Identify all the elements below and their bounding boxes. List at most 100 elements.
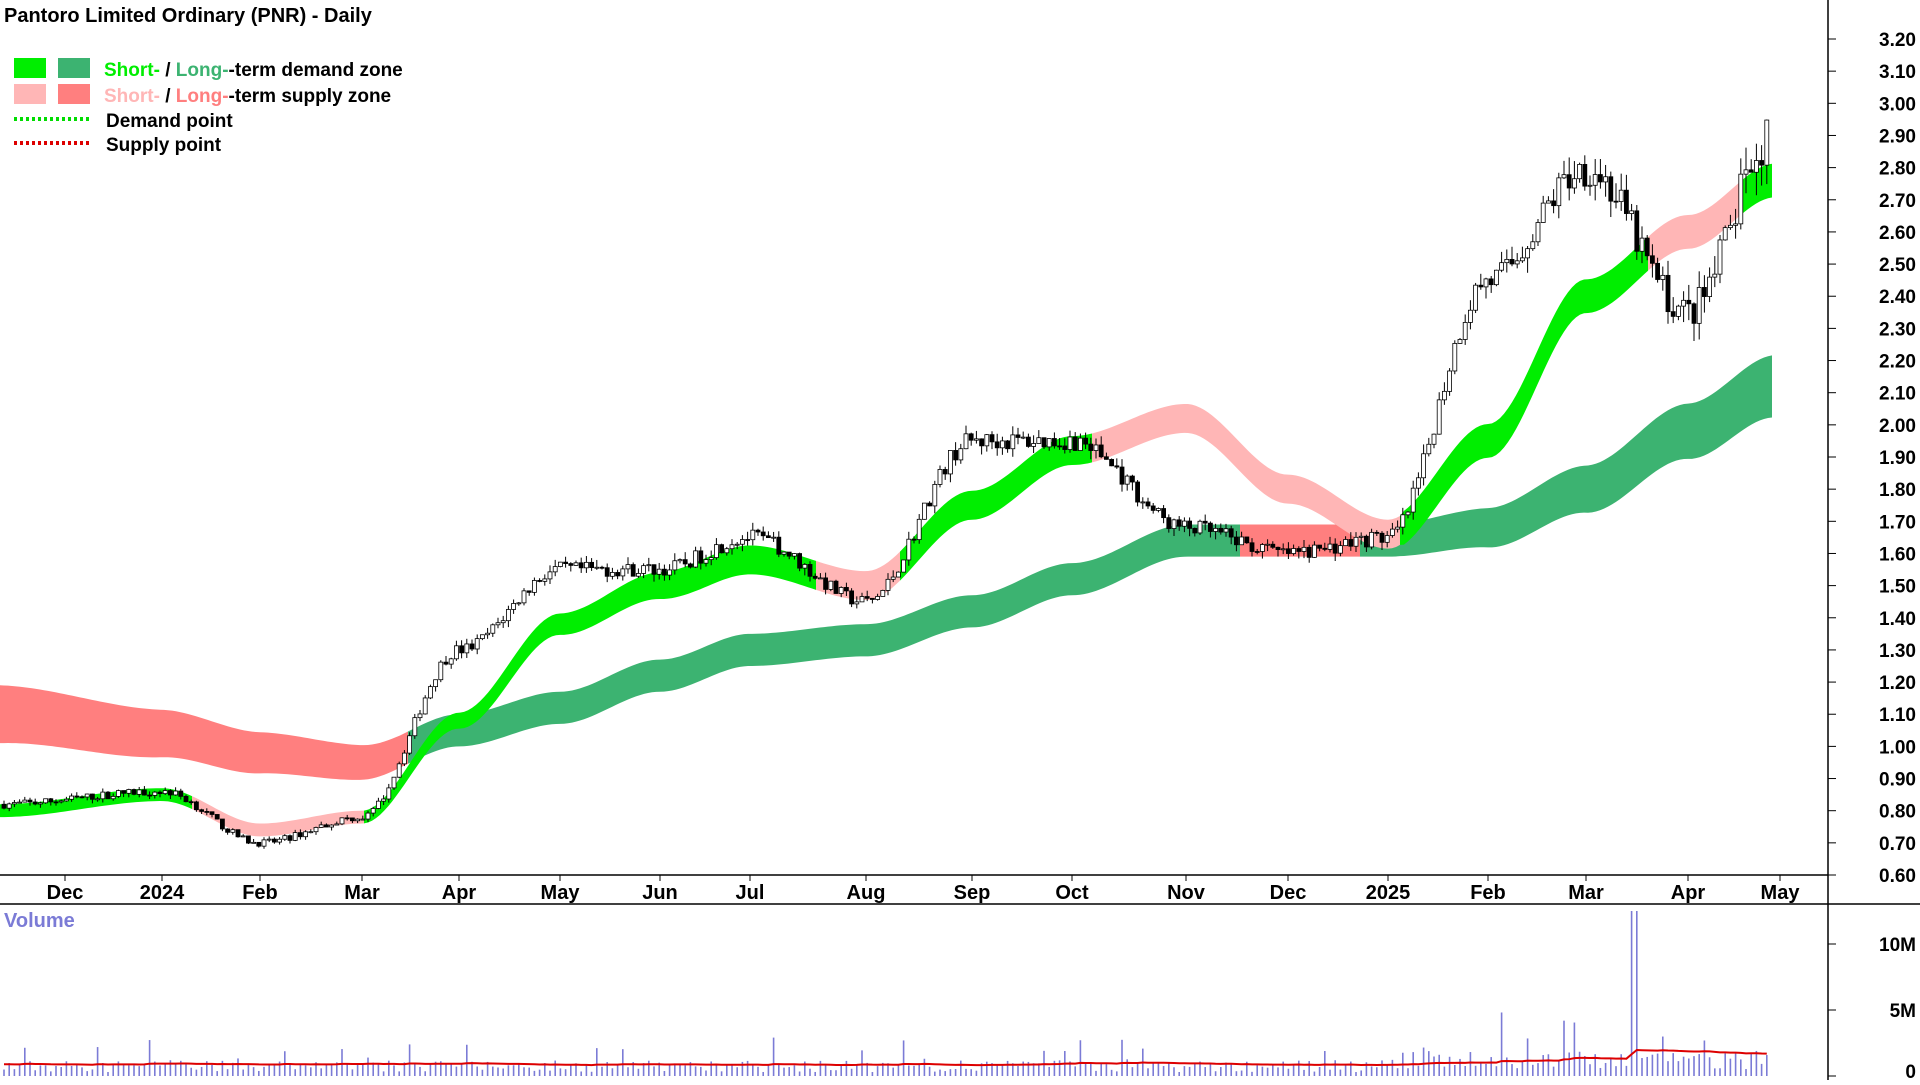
candle-body	[1384, 535, 1390, 543]
candle-body	[1057, 445, 1062, 448]
candle-body	[641, 565, 646, 574]
candle-body	[1140, 501, 1146, 504]
candle-body	[682, 559, 688, 565]
candle-body	[1000, 440, 1005, 449]
candle-body	[1, 803, 7, 809]
y-tick-label: 2.70	[1879, 191, 1916, 212]
candle-body	[1379, 532, 1385, 543]
candle-body	[1566, 174, 1572, 189]
candle-body	[1546, 200, 1551, 204]
candle-body	[1722, 227, 1728, 241]
candle-body	[1426, 443, 1432, 455]
candle-body	[334, 823, 340, 826]
legend-item-supply-point: Supply point	[106, 135, 222, 156]
candle-body	[802, 564, 808, 569]
candle-body	[755, 529, 761, 533]
candle-body	[349, 817, 355, 822]
candle-body	[1561, 174, 1567, 179]
candle-body	[1608, 176, 1614, 202]
candle-body	[6, 803, 12, 809]
candle-body	[1098, 444, 1104, 458]
candle-body	[1228, 528, 1234, 538]
candle-body	[864, 596, 870, 599]
candle-body	[323, 824, 329, 828]
candle-body	[1161, 508, 1166, 519]
zones-layer	[0, 163, 1772, 837]
candle-body	[1010, 434, 1016, 450]
candle-body	[1286, 548, 1291, 554]
y-tick-label: 2.90	[1879, 126, 1916, 147]
candle-body	[427, 686, 433, 699]
candle-body	[1078, 437, 1083, 451]
candle-body	[1639, 237, 1645, 252]
short-term-zone-band	[364, 545, 816, 824]
legend-swatch-long-supply	[58, 84, 90, 104]
candle-body	[344, 817, 350, 820]
candle-body	[1582, 164, 1588, 187]
candle-body	[240, 835, 246, 838]
x-tick-label: Sep	[954, 882, 991, 904]
candle-body	[365, 812, 371, 820]
candle-body	[1707, 276, 1712, 297]
candle-body	[209, 811, 215, 815]
candle-body	[1234, 536, 1239, 546]
candle-body	[1083, 437, 1088, 445]
candle-body	[927, 502, 932, 507]
candle-body	[630, 564, 636, 577]
candle-body	[339, 817, 345, 825]
candle-body	[771, 536, 776, 539]
candle-body	[698, 550, 704, 564]
candle-body	[625, 564, 631, 570]
candle-body	[53, 801, 59, 804]
candle-body	[1764, 119, 1770, 166]
candle-body	[734, 543, 740, 546]
volume-tick-label: 0	[1905, 1062, 1916, 1080]
candle-body	[620, 568, 626, 577]
candle-body	[116, 790, 121, 797]
candle-body	[297, 832, 303, 838]
y-tick-label: 1.70	[1879, 512, 1916, 533]
candle-body	[1062, 445, 1068, 450]
candle-body	[1135, 481, 1140, 503]
candle-body	[828, 580, 834, 590]
candle-body	[1020, 436, 1026, 439]
candle-body	[589, 561, 594, 568]
candle-body	[1327, 543, 1333, 550]
candle-body	[1416, 477, 1421, 489]
y-tick-label: 1.40	[1879, 609, 1916, 630]
candle-body	[1530, 241, 1536, 250]
candle-body	[942, 469, 948, 475]
candle-body	[870, 597, 875, 600]
candle-body	[474, 638, 480, 650]
candle-body	[1275, 546, 1281, 550]
candle-body	[594, 566, 600, 569]
candle-body	[329, 824, 335, 828]
candle-body	[1587, 184, 1593, 187]
candle-body	[812, 575, 818, 579]
candle-body	[1754, 160, 1759, 173]
legend-swatch-short-demand	[14, 58, 46, 78]
candle-body	[1202, 520, 1208, 524]
candle-body	[131, 789, 137, 795]
candle-body	[807, 564, 813, 577]
x-tick-label: Apr	[442, 882, 477, 904]
candle-body	[1358, 535, 1364, 538]
candle-body	[1603, 176, 1608, 183]
candle-body	[1650, 255, 1655, 264]
candle-body	[479, 634, 485, 640]
candle-body	[994, 441, 1000, 449]
candle-body	[355, 818, 361, 822]
candle-body	[105, 791, 111, 800]
candle-body	[1452, 343, 1458, 372]
x-tick-label: 2024	[140, 882, 185, 904]
candle-body	[95, 798, 100, 801]
y-tick-label: 1.90	[1879, 448, 1916, 469]
y-tick-label: 1.80	[1879, 480, 1916, 501]
candle-body	[1509, 258, 1515, 265]
short-term-zone-band	[1400, 236, 1648, 545]
candle-body	[922, 502, 927, 520]
candle-body	[1613, 200, 1619, 203]
candle-body	[584, 561, 589, 569]
candle-body	[199, 809, 205, 812]
